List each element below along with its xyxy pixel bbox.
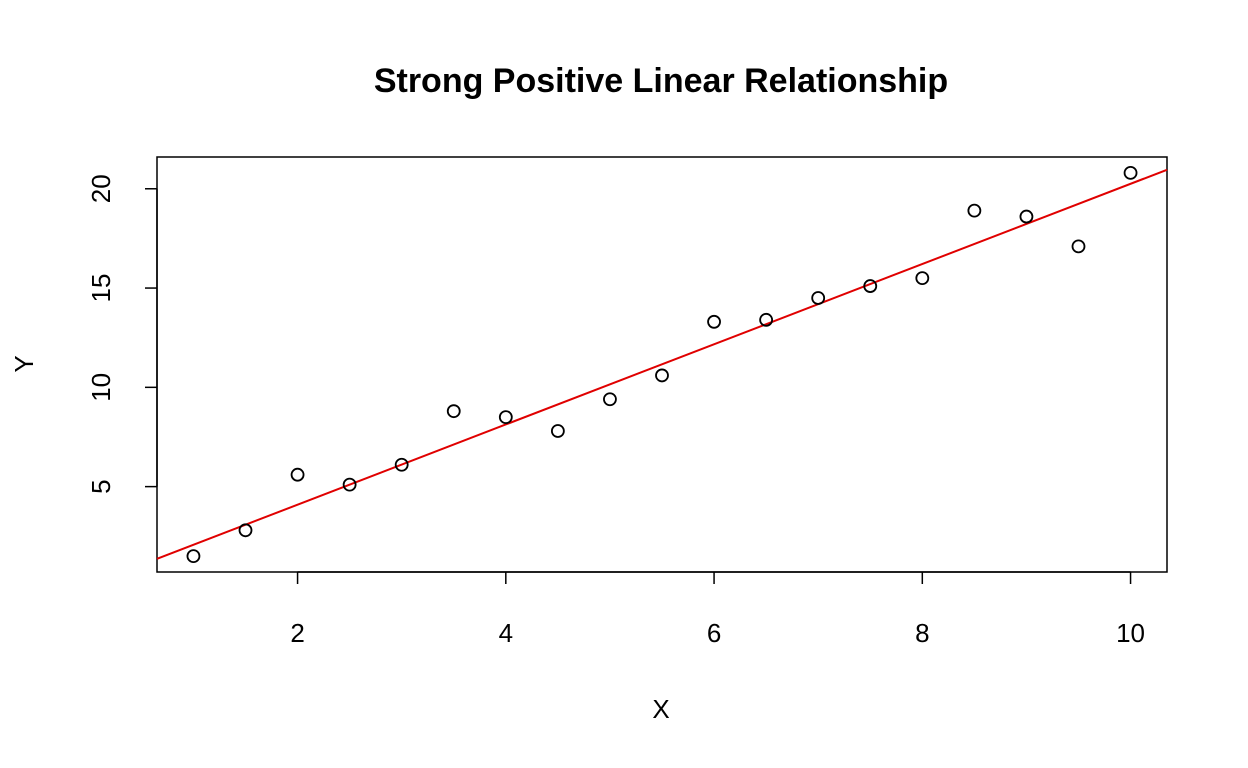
x-axis-label: X (652, 694, 669, 724)
data-point (707, 314, 721, 329)
y-tick-label: 10 (86, 373, 116, 402)
data-point (1019, 209, 1034, 224)
data-point (759, 312, 774, 327)
data-point (603, 392, 617, 407)
data-point (811, 291, 826, 305)
data-point (186, 549, 201, 564)
x-tick-label: 10 (1116, 618, 1145, 648)
data-point (550, 424, 565, 438)
x-tick-label: 2 (290, 618, 304, 648)
data-point (915, 271, 930, 286)
y-tick-label: 20 (86, 174, 116, 203)
data-point (498, 410, 513, 425)
chart-title: Strong Positive Linear Relationship (374, 62, 948, 100)
y-tick-label: 5 (86, 479, 116, 493)
data-point (238, 523, 253, 538)
y-tick-label: 15 (86, 274, 116, 303)
data-point (394, 457, 409, 472)
x-tick-label: 4 (499, 618, 513, 648)
data-point (967, 203, 982, 218)
data-point (655, 368, 669, 383)
x-tick-label: 8 (915, 618, 929, 648)
regression-line (156, 168, 1168, 560)
data-point (290, 467, 305, 482)
y-axis-label: Y (9, 355, 39, 372)
data-point (1123, 165, 1138, 180)
data-point (446, 404, 461, 419)
data-point (863, 279, 878, 293)
data-point (1071, 239, 1086, 254)
x-tick-label: 6 (707, 618, 721, 648)
data-point (342, 477, 357, 492)
